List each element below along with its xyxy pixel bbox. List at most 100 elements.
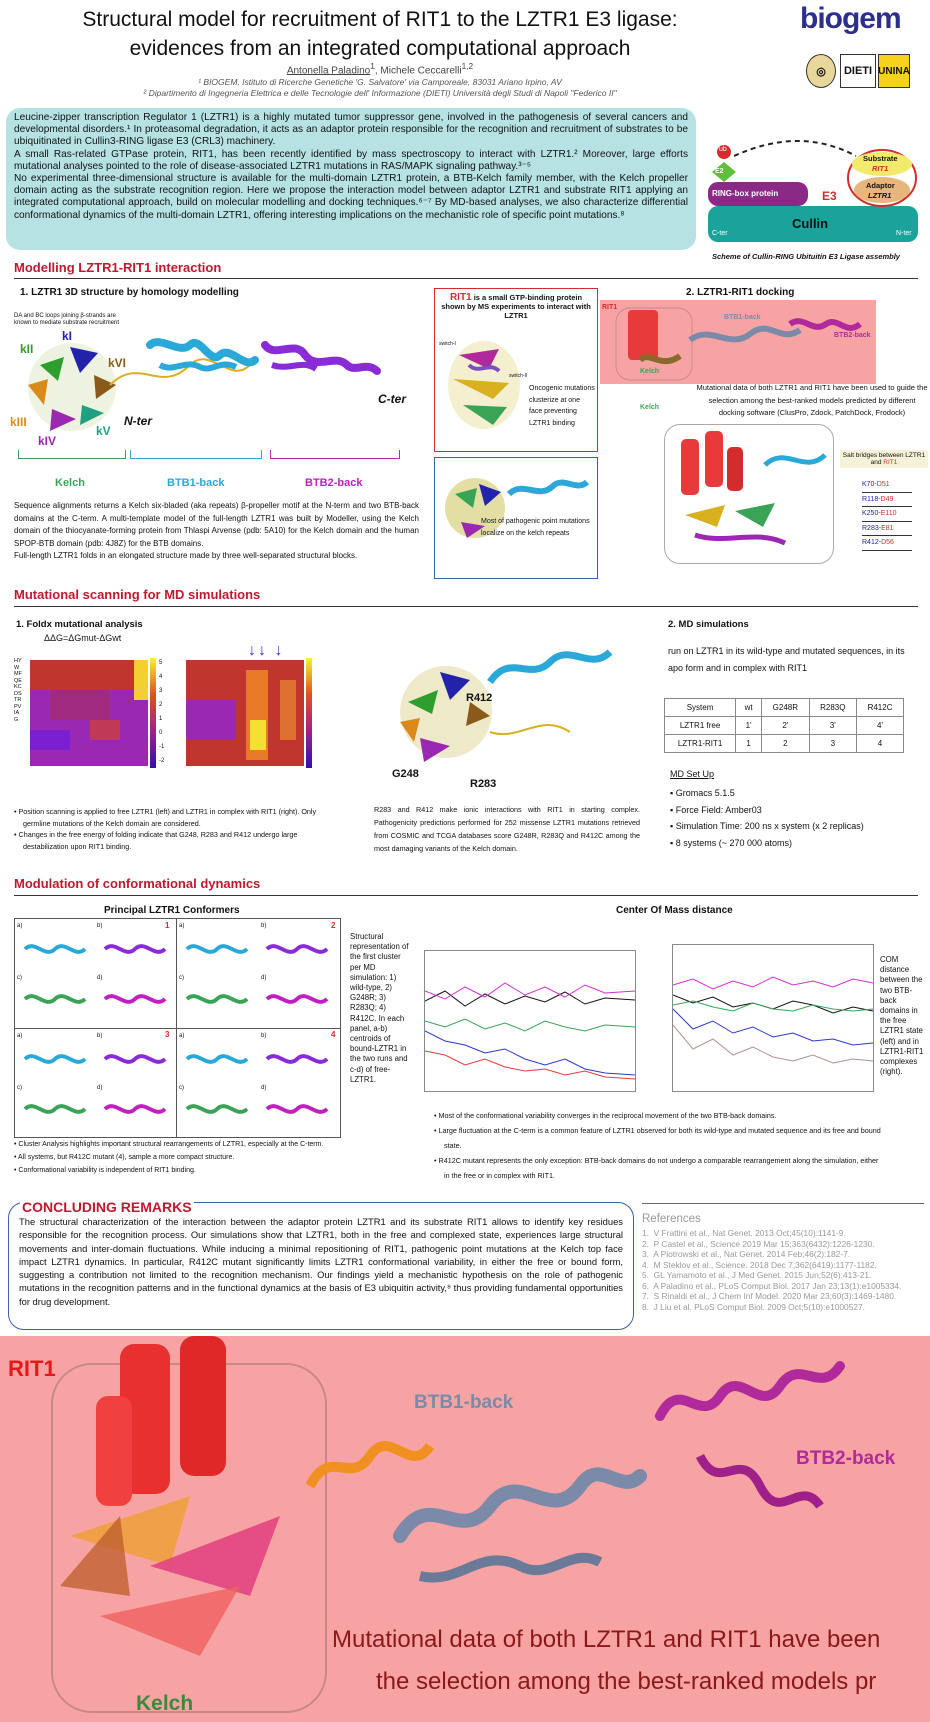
reference-text: P Castel et al., Science 2019 Mar 15;363… [653,1238,875,1249]
e2-shape [712,162,736,182]
com-bullet-text: Large fluctuation at the C-term is a com… [438,1126,881,1150]
r412-label: R412 [466,692,493,704]
blade-kv-label: kV [96,424,111,438]
salt-bridge-lztr1: R118- [862,495,881,503]
zoom-docking-text-line1: Mutational data of both LZTR1 and RIT1 h… [332,1626,881,1653]
cullin-cter-label: C-ter [712,230,728,237]
ub-label: ub [719,146,727,153]
btb2-domain-label: BTB2-back [305,477,363,489]
dieti-logo: DIETI [840,54,876,88]
dock-kelch-label-visible: Kelch [640,368,660,375]
com-title: Center Of Mass distance [616,905,733,916]
dock-kelch-label: Kelch [640,404,660,411]
table-cell: LZTR1-RIT1 [663,734,737,753]
section-divider [14,895,918,896]
homology-desc-p2: Full-length LZTR1 folds in an elongated … [14,551,358,560]
e3-scheme-diagram [708,140,918,242]
reference-text: V Frattini et al., Nat Genet. 2013 Oct;4… [653,1228,846,1238]
substrate-shape [852,152,912,176]
table-cell: 4 [856,734,904,753]
colorbar-tick: 1 [159,716,163,722]
table-header-cell: wt [735,698,763,717]
salt-bridge-rit1: E81 [881,524,894,532]
zoom-btb2-label: BTB2-back [796,1448,896,1469]
btb1-bracket [130,450,262,459]
adaptor-label: Adaptor [866,181,895,190]
conformers-figure: 1 2 3 4 a) b) c) d) a) b) c) d) a) b) c)… [14,918,341,1138]
sub-label-d: d) [97,975,103,981]
lztr1-model-cartoon [28,338,381,431]
table-cell: 1 [735,734,763,753]
reference-text: A Piotrowski et al., Nat Genet. 2014 Feb… [653,1249,851,1259]
salt-bridge-row: R118-D49 [862,493,912,507]
setup-item: ▪ 8 systems (~ 270 000 atoms) [670,837,793,848]
com-plot-complex [672,944,874,1092]
salt-title-a: Salt bridges between LZTR1 and [842,452,926,466]
salt-bridge-row: R283-E81 [862,522,912,536]
heatmap-complex [186,660,304,766]
setup-item-text: Simulation Time: 200 ns x system (x 2 re… [675,821,864,831]
lztr1-model-figure [10,325,405,443]
docking-thumbnail-cartoon [615,307,862,381]
reference-item: 2. P Castel et al., Science 2019 Mar 15;… [642,1238,875,1249]
blade-kii-label: kII [20,342,34,356]
sub-label-d: d) [97,1085,103,1091]
conf-bullet: • Conformational variability is independ… [14,1167,196,1174]
affiliation-2: ² Dipartimento di Ingegneria Elettrica e… [143,88,617,98]
dock-btb2-label: BTB2-back [834,332,871,339]
colorbar-tick: 3 [159,688,163,694]
table-header-cell: System [663,698,737,717]
setup-item: ▪ Simulation Time: 200 ns x system (x 2 … [670,821,864,831]
com-bullet-text: R412C mutant represents the only excepti… [438,1156,879,1180]
title-line-2: evidences from an integrated computation… [129,37,631,60]
com-plot-complex-lines [672,976,874,1064]
author-1-sup: 1 [370,61,375,71]
salt-bridge-rit1: D49 [880,495,894,503]
docking-zoom-cartoon [51,1336,845,1713]
conf-bullet: • All systems, but R412C mutant (4), sam… [14,1154,235,1161]
reference-item: 6. A Paladino et al., PLoS Comput Biol. … [642,1280,902,1291]
reference-item: 7. S Rinaldi et al., J Chem Inf Model. 2… [642,1291,897,1301]
salt-bridge-row: R412-D56 [862,536,912,551]
conformers-title: Principal LZTR1 Conformers [104,905,240,916]
setup-item-text: Force Field: Amber03 [675,804,762,815]
author-2-sup: 1,2 [461,61,474,71]
biogem-logo: biogem [800,2,902,35]
loops-note: DA and BC loops joining β-strands are kn… [14,313,120,326]
heatmap-free-colorbar [150,658,156,768]
conf-bullet-text: Cluster Analysis highlights important st… [18,1141,324,1148]
transfer-arrow [733,140,857,157]
e3-label: E3 [822,189,837,203]
reference-text: M Steklov et al., Science. 2018 Dec 7;36… [653,1259,877,1270]
g248-label: G248 [392,768,419,780]
rit1-box-title: RIT1 is a small GTP-binding protein show… [439,293,593,321]
conclusion-text: The structural characterization of the i… [19,1216,623,1307]
title-line-1: Structural model for recruitment of RIT1… [82,8,678,31]
table-header-cell: R283Q [808,698,858,717]
unina-logo: UNINA [878,54,910,88]
table-header-row: System wt G248R R283Q R412C [663,698,904,717]
conf-bullet-text: All systems, but R412C mutant (4), sampl… [18,1154,235,1161]
salt-bridges-title: Salt bridges between LZTR1 and RIT1 [840,450,928,468]
reference-text: A Paladino et al., PLoS Comput Biol. 201… [653,1280,902,1291]
abstract-p1: Leucine-zipper transcription Regulator 1… [14,112,688,148]
homology-subheading: 1. LZTR1 3D structure by homology modell… [20,287,239,298]
colorbar-tick: -1 [159,744,165,750]
com-bullet: • Large fluctuation at the C-term is a c… [434,1126,881,1150]
reference-text: GL Yamamoto et al., J Med Genet. 2015 Ju… [653,1270,872,1280]
salt-title-b: RIT1 [883,459,898,466]
rit1-info-box: RIT1 is a small GTP-binding protein show… [434,288,598,452]
md-subheading: 2. MD simulations [668,619,749,630]
references-list: 1. V Frattini et al., Nat Genet. 2013 Oc… [642,1228,922,1312]
docking-description: Mutational data of both LZTR1 and RIT1 h… [696,383,928,417]
reference-item: 8. J Liu et al. PLoS Comput Biol. 2009 O… [642,1301,866,1312]
setup-item-text: Gromacs 5.1.5 [675,788,735,798]
panel-num-4: 4 [331,1030,336,1039]
reference-text: S Rinaldi et al., J Chem Inf Model. 2020… [653,1291,897,1301]
btb2-bracket [270,450,400,459]
table-cell: 4' [856,716,904,735]
colorbar-tick: -2 [159,758,165,764]
salt-bridge-lztr1: K250- [862,510,881,517]
colorbar-tick: 5 [159,660,163,666]
blade-ki-label: kI [62,329,73,343]
